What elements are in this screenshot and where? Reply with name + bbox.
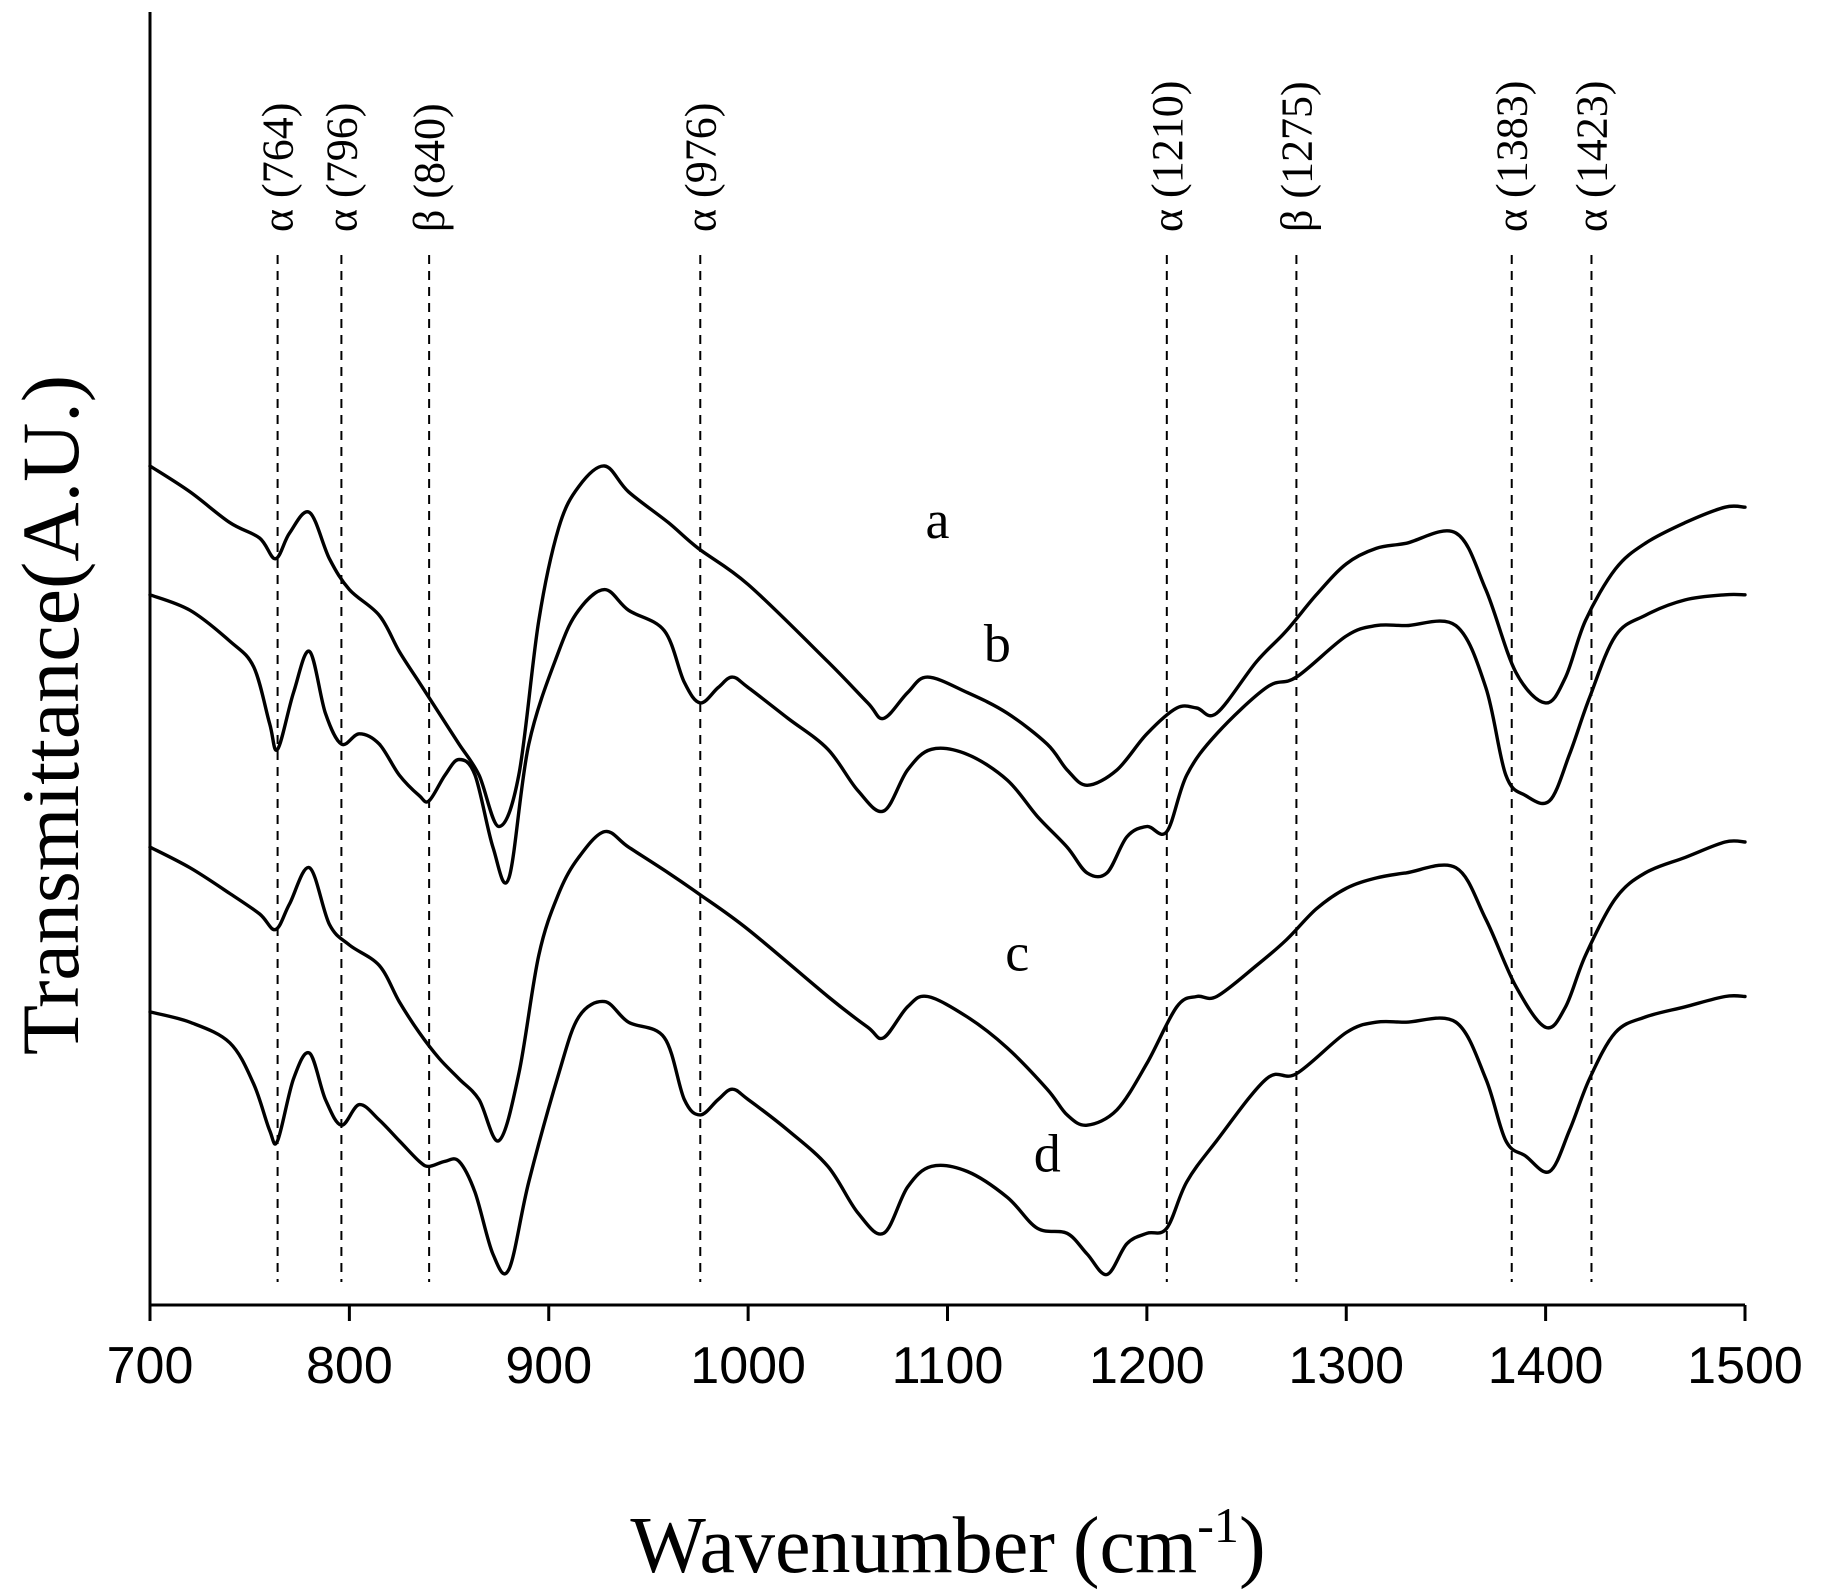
marker-label-796: α (796) [317,103,366,232]
x-tick-label-900: 900 [505,1337,592,1395]
curve-label-b: b [984,614,1011,674]
x-tick-label-1100: 1100 [892,1337,1004,1395]
series-line-d [148,994,1747,1277]
series-line-b [148,587,1747,885]
marker-layer: α (764) α (796) β (840) α (976) α (1210) β (1… [254,81,1616,1282]
x-axis-unit-exponent: -1 [1197,1497,1239,1553]
x-tick-label-1500: 1500 [1687,1337,1803,1395]
x-axis-title: Wavenumber (cm-1) [630,1497,1265,1590]
x-tick-label-700: 700 [107,1337,194,1395]
marker-label-1210: α (1210) [1143,81,1192,232]
x-tick-label-1000: 1000 [690,1337,806,1395]
marker-label-1275: β (1275) [1272,81,1321,232]
curve-label-layer: a b c d [926,490,1061,1183]
x-tick-label-800: 800 [306,1337,393,1395]
marker-label-840: β (840) [405,103,454,232]
series-line-c [148,829,1747,1143]
x-tick-label-1300: 1300 [1288,1337,1404,1395]
marker-label-976: α (976) [676,103,725,232]
y-axis-title: Transmittance(A.U.) [5,375,96,1055]
series-layer [148,464,1747,1277]
curve-label-a: a [926,490,950,550]
series-line-a [148,464,1747,829]
marker-label-1423: α (1423) [1567,81,1616,232]
x-axis-title-text: Wavenumber [630,1502,1055,1590]
marker-label-764: α (764) [254,103,303,232]
curve-label-d: d [1034,1124,1061,1184]
tick-layer: 700 800 900 1000 1100 1200 1300 1400 1500 [107,1305,1803,1395]
x-tick-label-1400: 1400 [1488,1337,1604,1395]
marker-label-1383: α (1383) [1488,81,1537,232]
x-tick-label-1200: 1200 [1089,1337,1205,1395]
x-axis-unit-base: (cm [1073,1502,1197,1590]
curve-label-c: c [1005,923,1029,983]
x-axis-unit-close: ) [1239,1502,1266,1590]
